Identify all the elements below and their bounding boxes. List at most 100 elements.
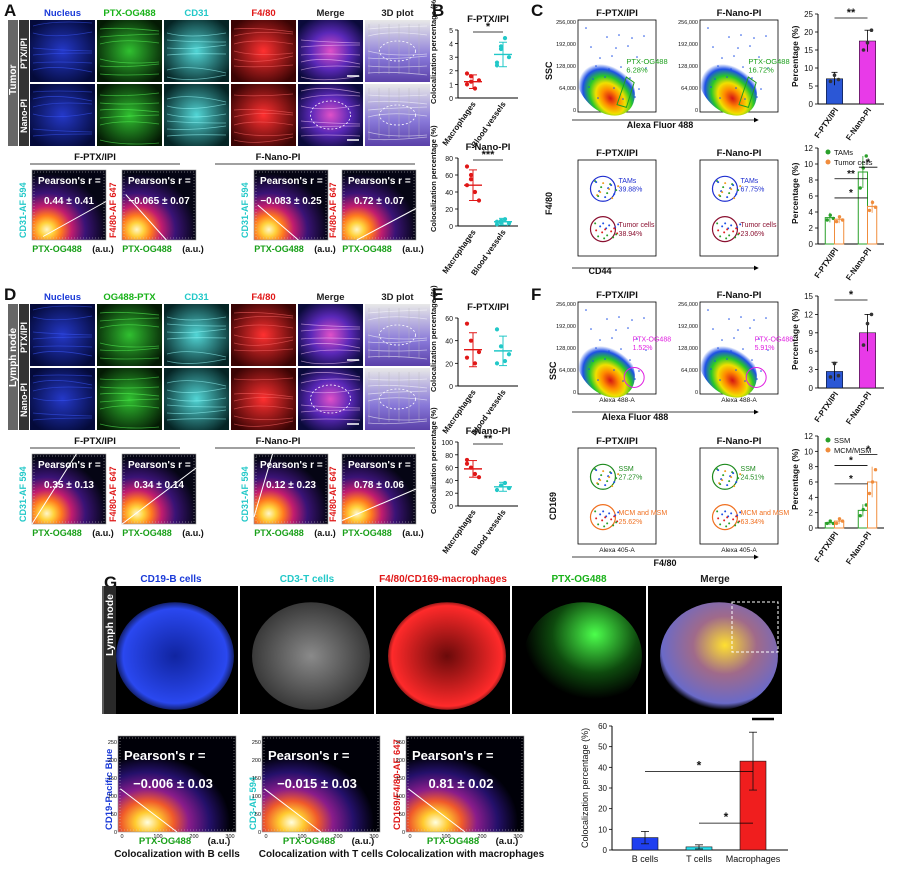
legend-marker — [825, 447, 831, 453]
data-point — [858, 514, 862, 518]
flow-dot — [585, 309, 587, 311]
texture — [367, 136, 428, 141]
gate2-pct: 23.06% — [741, 231, 765, 238]
pearson-title: Pearson's r = — [38, 176, 101, 187]
flow-dot — [599, 225, 602, 228]
flow-dot — [742, 66, 744, 68]
gate-circle-2 — [711, 216, 739, 243]
flow-dot — [737, 477, 740, 480]
pearson-title: Pearson's r = — [124, 748, 206, 763]
data-point — [464, 82, 470, 87]
g-header-1: CD3-T cells — [280, 574, 335, 585]
pearson-title: Pearson's r = — [268, 748, 350, 763]
flow-dot — [716, 510, 719, 513]
data-point — [864, 154, 868, 158]
data-point — [873, 468, 878, 472]
legend-marker — [825, 149, 831, 155]
y-label: Percentage (%) — [790, 25, 800, 87]
texture — [32, 331, 93, 336]
category-label: F-PTX/IPI — [813, 530, 841, 564]
tick-label: 2 — [809, 509, 814, 518]
flow-dot — [744, 380, 746, 382]
texture — [166, 74, 227, 80]
texture — [166, 328, 227, 333]
flow-dot — [733, 485, 736, 488]
tick-label: 0 — [449, 96, 453, 103]
d-scatter-3: Pearson's r = 0.78 ± 0.06 PTX-OG488 (a.u.) F… — [328, 453, 424, 538]
scatter-xlabel: PTX-OG488 — [122, 244, 172, 254]
flow-dot — [636, 338, 638, 340]
sig-star: * — [849, 474, 853, 485]
tick-label: 100 — [441, 440, 453, 447]
texture — [166, 404, 227, 408]
flow-ytick: 0 — [573, 108, 576, 114]
pearson-value: 0.35 ± 0.13 — [44, 480, 94, 491]
texture — [300, 343, 361, 349]
flow-dot — [726, 484, 729, 487]
regression-line — [257, 204, 299, 241]
flow-ytick: 0 — [573, 390, 576, 396]
y-label: Colocalization percentage (%) — [429, 125, 438, 232]
flow-dot — [733, 55, 735, 57]
texture — [300, 94, 361, 100]
texture — [166, 103, 227, 109]
g-image-1 — [252, 602, 370, 710]
scatter-frame — [343, 171, 415, 239]
texture — [99, 398, 160, 403]
g-image-2 — [388, 602, 506, 710]
flow-dot — [603, 237, 606, 240]
g-ytick: 50 — [111, 812, 117, 818]
flow-dot — [613, 369, 615, 371]
gate2-pct: 25.62% — [619, 519, 643, 526]
data-point — [476, 198, 482, 203]
tick-label: 40 — [598, 763, 607, 772]
flow-dot — [611, 485, 614, 488]
gate-circle-1 — [711, 463, 739, 490]
legend-label: TAMs — [834, 148, 853, 157]
flow-dot — [613, 193, 616, 196]
legend-marker — [825, 437, 831, 443]
texture — [367, 339, 428, 344]
flow-dot — [758, 56, 760, 58]
flow-dot — [714, 360, 716, 362]
data-point — [828, 375, 833, 379]
a-microscopy-grid: Nucleus PTX-OG488 CD31 F4/80 Merge 3D plot Tum… — [8, 8, 430, 146]
y-label: Colocalization percentage (%) — [429, 407, 438, 514]
texture — [99, 311, 160, 316]
flow-dot — [722, 186, 725, 189]
g-xtick: 0 — [120, 834, 123, 840]
side-bar — [8, 20, 18, 146]
texture — [367, 415, 428, 421]
flow-dot — [604, 228, 607, 231]
flow-ytick: 0 — [695, 390, 698, 396]
texture — [300, 328, 361, 332]
flow-dot — [719, 97, 721, 99]
flow-dot — [712, 328, 714, 330]
y-label: Percentage (%) — [790, 162, 800, 224]
gate1-name: SSM — [741, 466, 756, 473]
flow-dot — [721, 513, 724, 516]
flow-ytick: 256,000 — [556, 20, 576, 26]
flow-dot — [732, 184, 735, 187]
pearson-title: Pearson's r = — [128, 460, 191, 471]
data-point — [476, 349, 482, 355]
flow-dot — [599, 57, 601, 59]
texture — [367, 32, 428, 37]
zoom-box — [731, 601, 779, 653]
texture — [300, 53, 361, 56]
flow-dot — [749, 327, 751, 329]
tick-label: 12 — [804, 144, 813, 153]
regression-line — [264, 788, 322, 833]
data-point — [498, 44, 504, 49]
flow-dot — [723, 519, 726, 522]
flow-dot — [634, 378, 636, 380]
flow-ytick: 192,000 — [556, 42, 576, 48]
texture — [300, 388, 361, 394]
flow-dot — [725, 237, 728, 240]
a-group-label-0: F-PTX/IPI — [74, 152, 116, 163]
flow-ytick: 64,000 — [559, 86, 576, 92]
flow-dot — [730, 68, 732, 70]
g-ytick: 250 — [396, 740, 405, 746]
texture — [166, 53, 227, 56]
